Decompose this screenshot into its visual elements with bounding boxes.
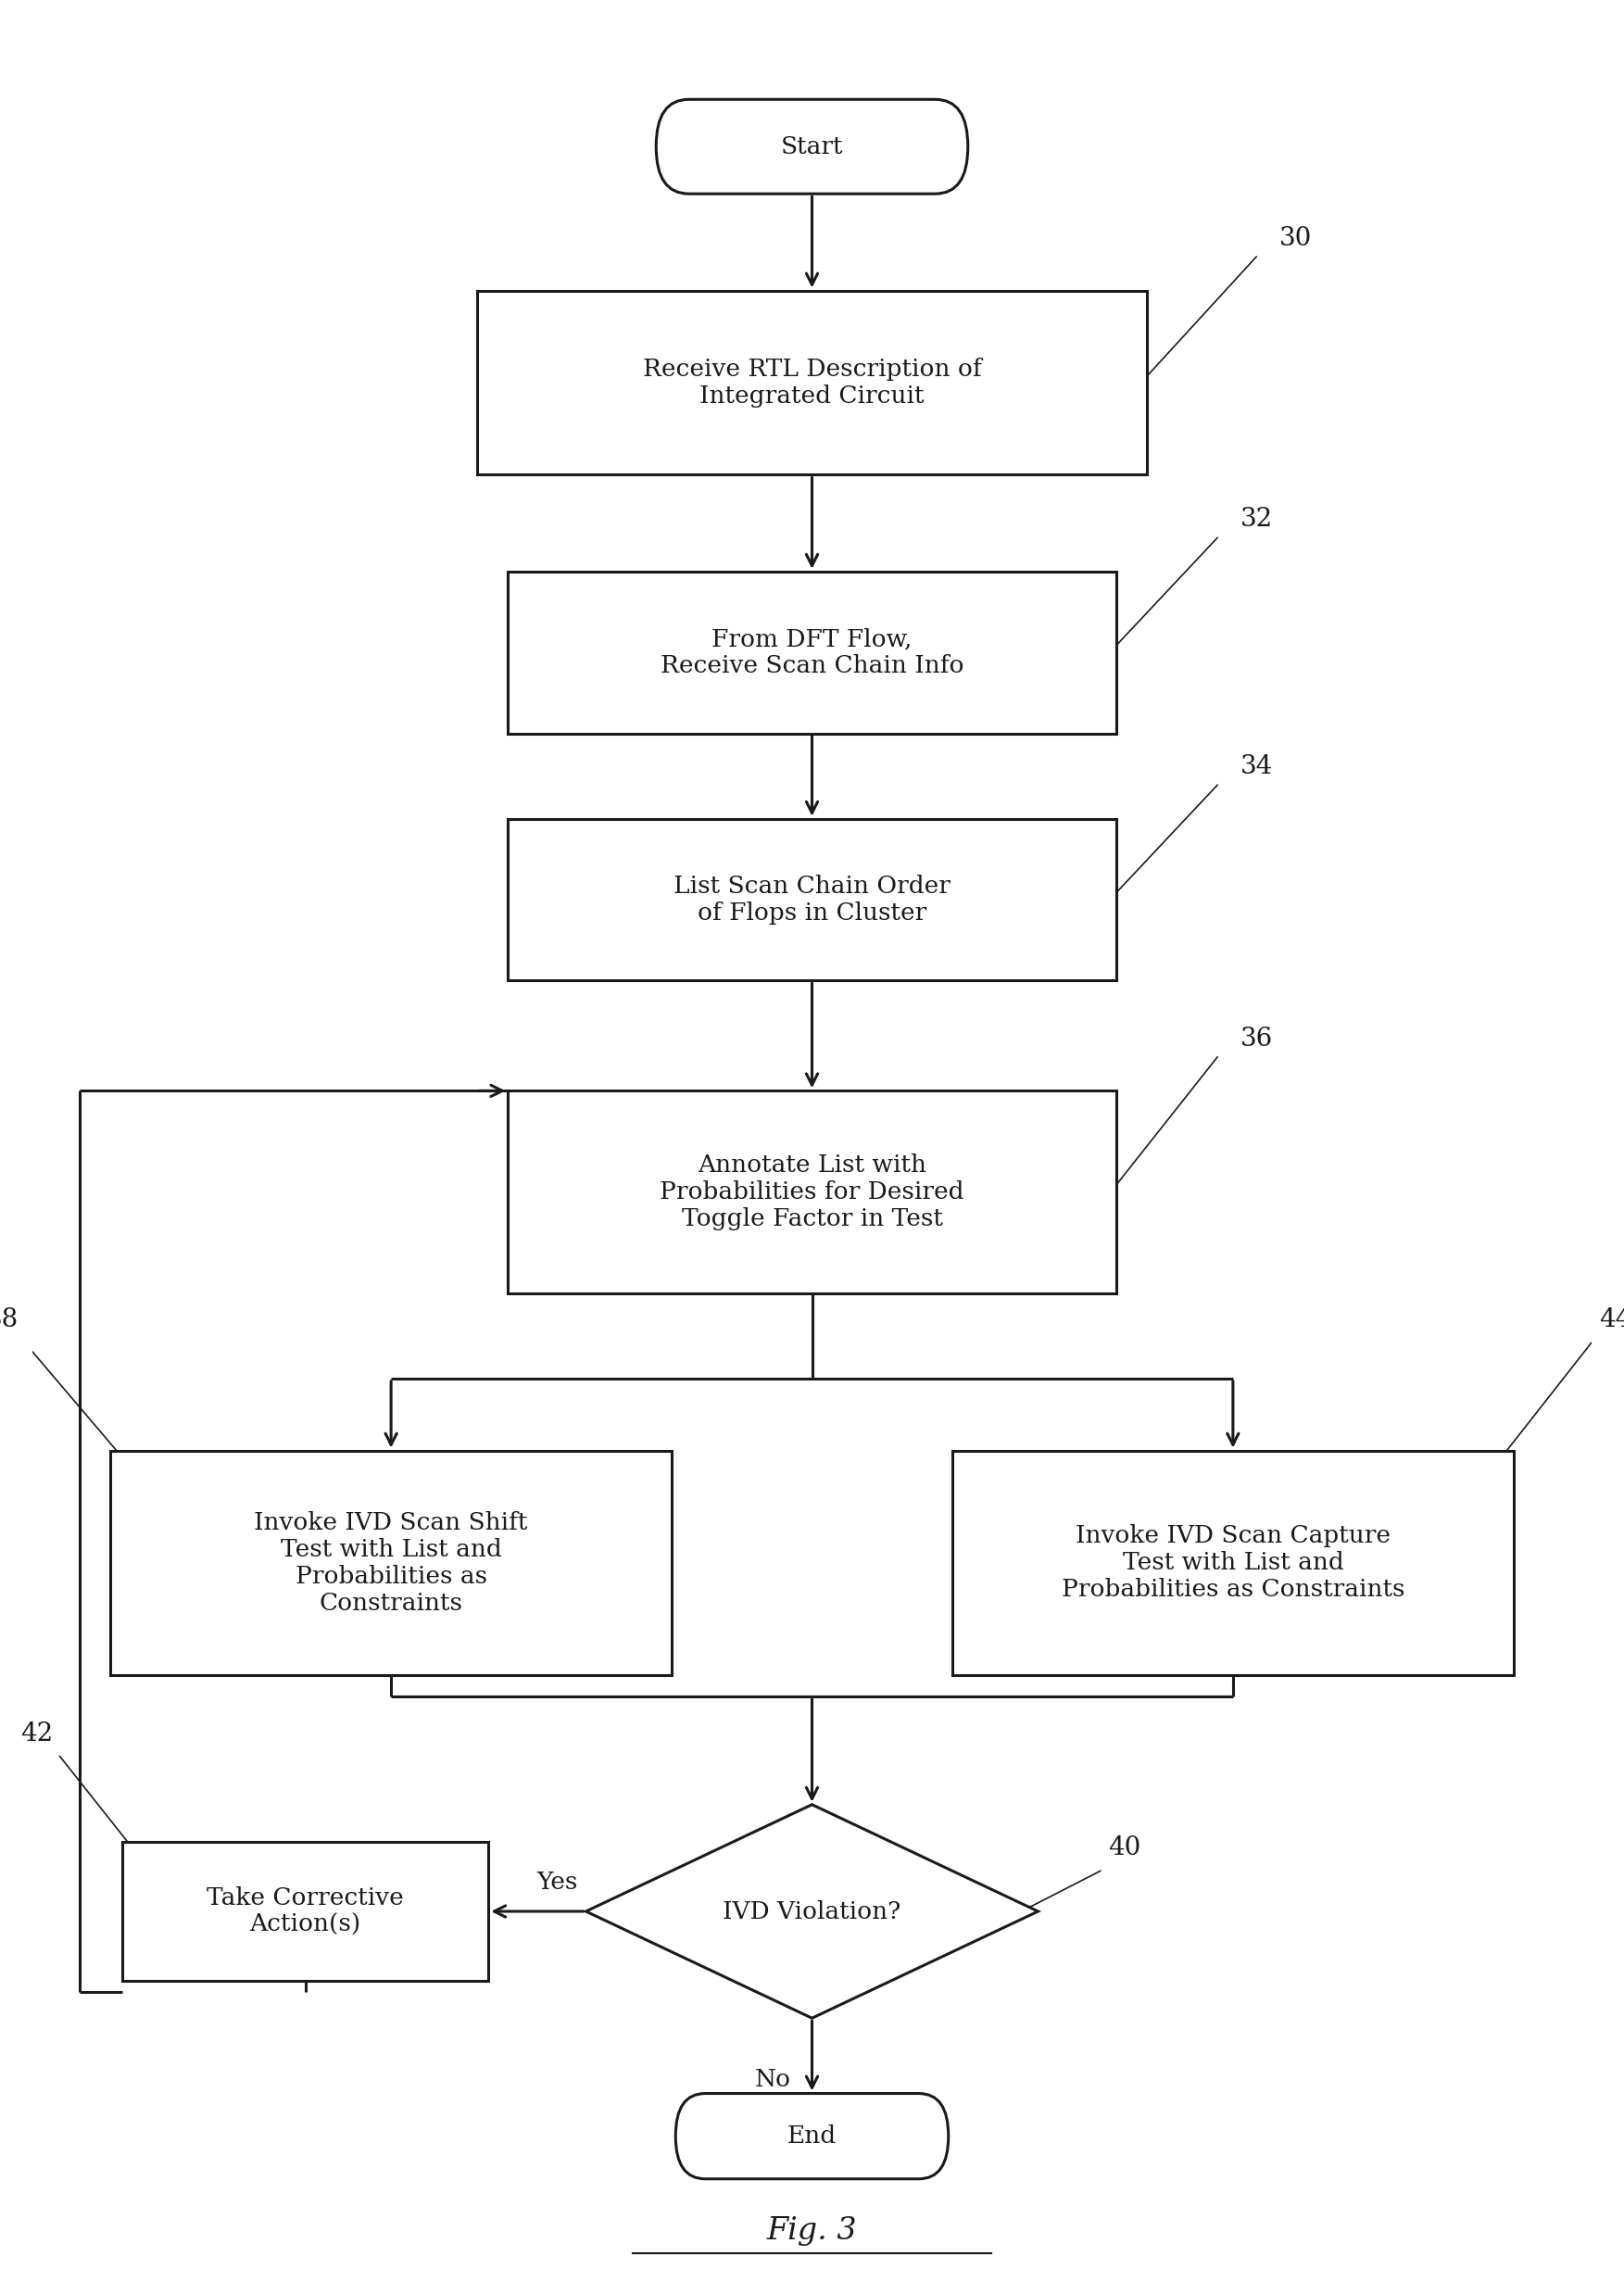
Text: IVD Violation?: IVD Violation?	[723, 1899, 901, 1922]
Text: 36: 36	[1241, 1025, 1273, 1051]
Text: 40: 40	[1108, 1835, 1142, 1860]
Text: From DFT Flow,
Receive Scan Chain Info: From DFT Flow, Receive Scan Chain Info	[661, 626, 963, 677]
FancyBboxPatch shape	[676, 2094, 948, 2179]
FancyBboxPatch shape	[656, 99, 968, 193]
Text: Yes: Yes	[538, 1870, 578, 1895]
Text: Take Corrective
Action(s): Take Corrective Action(s)	[206, 1886, 404, 1936]
Bar	[952, 1450, 1514, 1675]
Text: 30: 30	[1280, 227, 1312, 250]
Text: Annotate List with
Probabilities for Desired
Toggle Factor in Test: Annotate List with Probabilities for Des…	[659, 1154, 965, 1230]
Text: End: End	[788, 2124, 836, 2147]
Bar	[508, 571, 1116, 734]
Text: 44: 44	[1600, 1308, 1624, 1333]
Bar	[508, 1092, 1116, 1294]
Text: Invoke IVD Scan Shift
Test with List and
Probabilities as
Constraints: Invoke IVD Scan Shift Test with List and…	[255, 1512, 528, 1615]
Bar	[110, 1450, 672, 1675]
Text: Invoke IVD Scan Capture
Test with List and
Probabilities as Constraints: Invoke IVD Scan Capture Test with List a…	[1062, 1526, 1405, 1601]
Text: 42: 42	[21, 1720, 54, 1746]
Text: No: No	[755, 2067, 791, 2090]
Text: Start: Start	[781, 135, 843, 158]
Bar	[508, 819, 1116, 980]
Text: Receive RTL Description of
Integrated Circuit: Receive RTL Description of Integrated Ci…	[643, 358, 981, 408]
Text: 32: 32	[1241, 507, 1273, 532]
Text: List Scan Chain Order
of Flops in Cluster: List Scan Chain Order of Flops in Cluste…	[674, 874, 950, 924]
Bar	[477, 291, 1147, 475]
Polygon shape	[586, 1805, 1038, 2019]
Text: 38: 38	[0, 1308, 18, 1333]
Text: Fig. 3: Fig. 3	[767, 2216, 857, 2246]
Text: 34: 34	[1241, 755, 1273, 780]
Bar	[122, 1842, 489, 1982]
